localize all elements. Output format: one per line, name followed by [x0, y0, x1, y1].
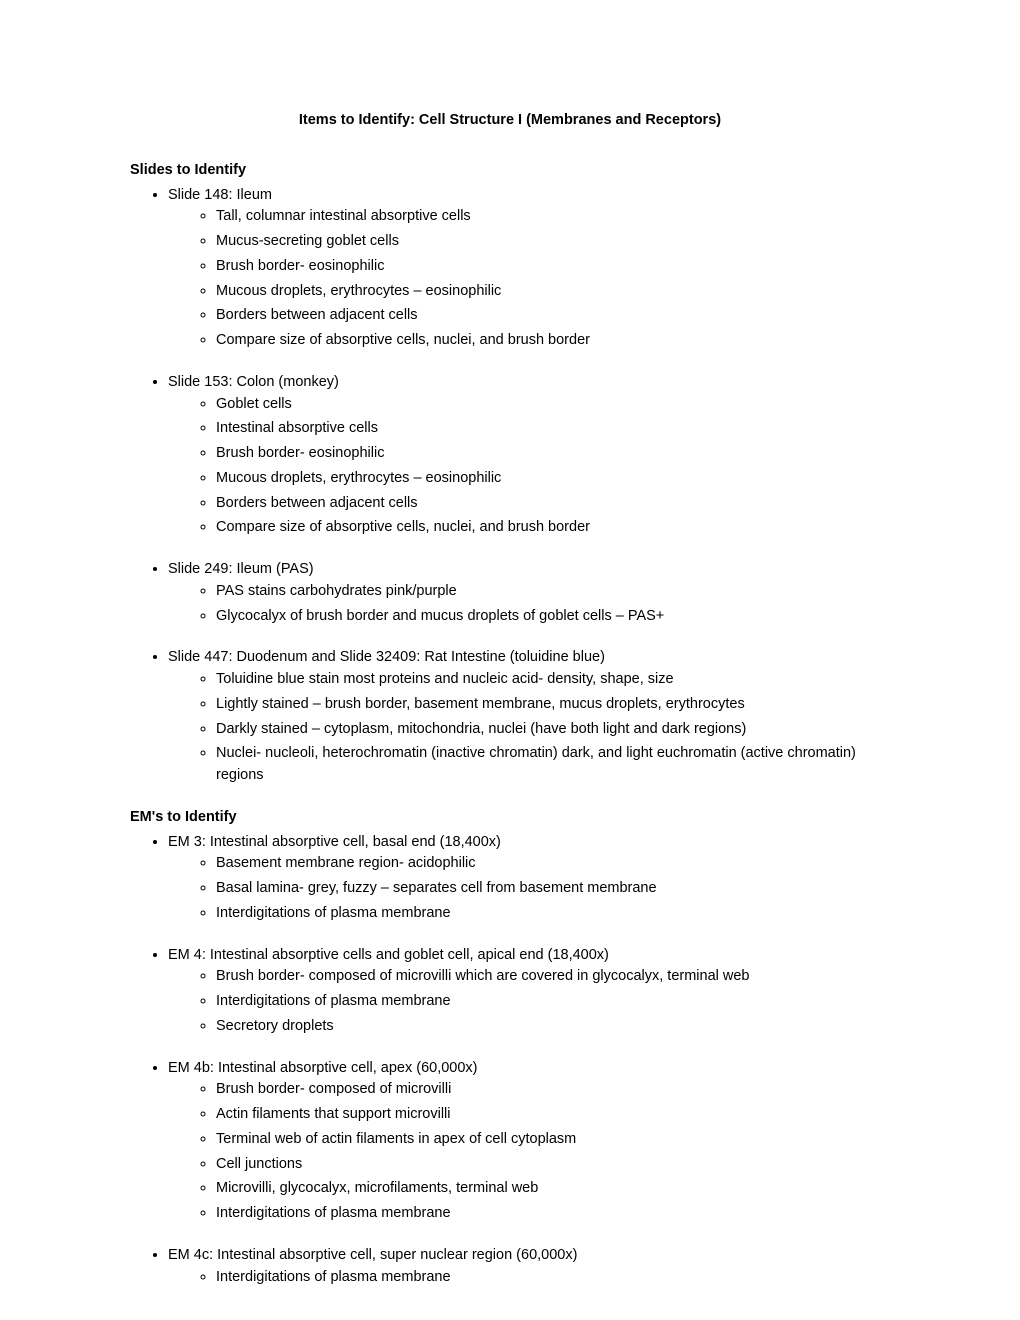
subitem-list: Tall, columnar intestinal absorptive cel… [168, 206, 890, 352]
item-label: Slide 148: Ileum [168, 187, 272, 203]
list-item: Slide 148: Ileum Tall, columnar intestina… [168, 185, 890, 352]
item-list: Slide 148: Ileum Tall, columnar intestina… [130, 185, 890, 787]
list-item: Slide 153: Colon (monkey) Goblet cellsInt… [168, 372, 890, 539]
subitem-list: PAS stains carbohydrates pink/purple Glyc… [168, 581, 890, 628]
list-item: Slide 249: Ileum (PAS) PAS stains carbohy… [168, 559, 890, 627]
subitem: Actin filaments that support microvilli [216, 1104, 890, 1126]
item-label: Slide 447: Duodenum and Slide 32409: Rat… [168, 649, 605, 665]
subitem: Interdigitations of plasma membrane [216, 903, 890, 925]
section-header: EM's to Identify [130, 807, 890, 829]
subitem-list: Toluidine blue stain most proteins and n… [168, 669, 890, 787]
subitem: Glycocalyx of brush border and mucus dro… [216, 606, 890, 628]
subitem: Brush border- eosinophilic [216, 443, 890, 465]
list-item: EM 4c: Intestinal absorptive cell, super… [168, 1245, 890, 1289]
subitem: Basement membrane region- acidophilic [216, 853, 890, 875]
subitem: Borders between adjacent cells [216, 305, 890, 327]
subitem: Interdigitations of plasma membrane [216, 1203, 890, 1225]
list-item: EM 3: Intestinal absorptive cell, basal … [168, 832, 890, 925]
subitem: Lightly stained – brush border, basement… [216, 694, 890, 716]
subitem: Toluidine blue stain most proteins and n… [216, 669, 890, 691]
document-title: Items to Identify: Cell Structure I (Mem… [130, 110, 890, 132]
subitem: Basal lamina- grey, fuzzy – separates ce… [216, 878, 890, 900]
subitem: Borders between adjacent cells [216, 493, 890, 515]
subitem: Compare size of absorptive cells, nuclei… [216, 330, 890, 352]
item-label: EM 3: Intestinal absorptive cell, basal … [168, 834, 501, 850]
subitem: Goblet cells [216, 394, 890, 416]
item-label: Slide 249: Ileum (PAS) [168, 561, 314, 577]
subitem: Terminal web of actin filaments in apex … [216, 1129, 890, 1151]
subitem: Mucous droplets, erythrocytes – eosinoph… [216, 468, 890, 490]
subitem: Tall, columnar intestinal absorptive cel… [216, 206, 890, 228]
subitem-list: Basement membrane region- acidophilic Bas… [168, 853, 890, 924]
item-label: EM 4: Intestinal absorptive cells and go… [168, 947, 609, 963]
subitem: Compare size of absorptive cells, nuclei… [216, 517, 890, 539]
item-list: EM 3: Intestinal absorptive cell, basal … [130, 832, 890, 1289]
section: EM's to Identify EM 3: Intestinal absorpt… [130, 807, 890, 1289]
subitem: Darkly stained – cytoplasm, mitochondria… [216, 719, 890, 741]
section: Slides to Identify Slide 148: Ileum Tall, … [130, 160, 890, 787]
subitem: Intestinal absorptive cells [216, 418, 890, 440]
subitem: Secretory droplets [216, 1016, 890, 1038]
subitem: Brush border- composed of microvilli [216, 1079, 890, 1101]
subitem: Mucus-secreting goblet cells [216, 231, 890, 253]
item-label: EM 4c: Intestinal absorptive cell, super… [168, 1247, 577, 1263]
subitem: PAS stains carbohydrates pink/purple [216, 581, 890, 603]
subitem: Interdigitations of plasma membrane [216, 991, 890, 1013]
subitem: Nuclei- nucleoli, heterochromatin (inact… [216, 743, 890, 787]
subitem: Brush border- composed of microvilli whi… [216, 966, 890, 988]
list-item: EM 4b: Intestinal absorptive cell, apex … [168, 1058, 890, 1225]
subitem-list: Brush border- composed of microvilli Acti… [168, 1079, 890, 1225]
subitem-list: Interdigitations of plasma membrane [168, 1267, 890, 1289]
item-label: EM 4b: Intestinal absorptive cell, apex … [168, 1060, 478, 1076]
subitem-list: Goblet cellsIntestinal absorptive cells B… [168, 394, 890, 540]
subitem: Microvilli, glycocalyx, microfilaments, … [216, 1178, 890, 1200]
list-item: EM 4: Intestinal absorptive cells and go… [168, 945, 890, 1038]
section-header: Slides to Identify [130, 160, 890, 182]
subitem: Interdigitations of plasma membrane [216, 1267, 890, 1289]
subitem: Mucous droplets, erythrocytes – eosinoph… [216, 281, 890, 303]
subitem-list: Brush border- composed of microvilli whi… [168, 966, 890, 1037]
item-label: Slide 153: Colon (monkey) [168, 374, 339, 390]
subitem: Cell junctions [216, 1154, 890, 1176]
list-item: Slide 447: Duodenum and Slide 32409: Rat… [168, 647, 890, 787]
subitem: Brush border- eosinophilic [216, 256, 890, 278]
document-content: Slides to Identify Slide 148: Ileum Tall, … [130, 160, 890, 1289]
